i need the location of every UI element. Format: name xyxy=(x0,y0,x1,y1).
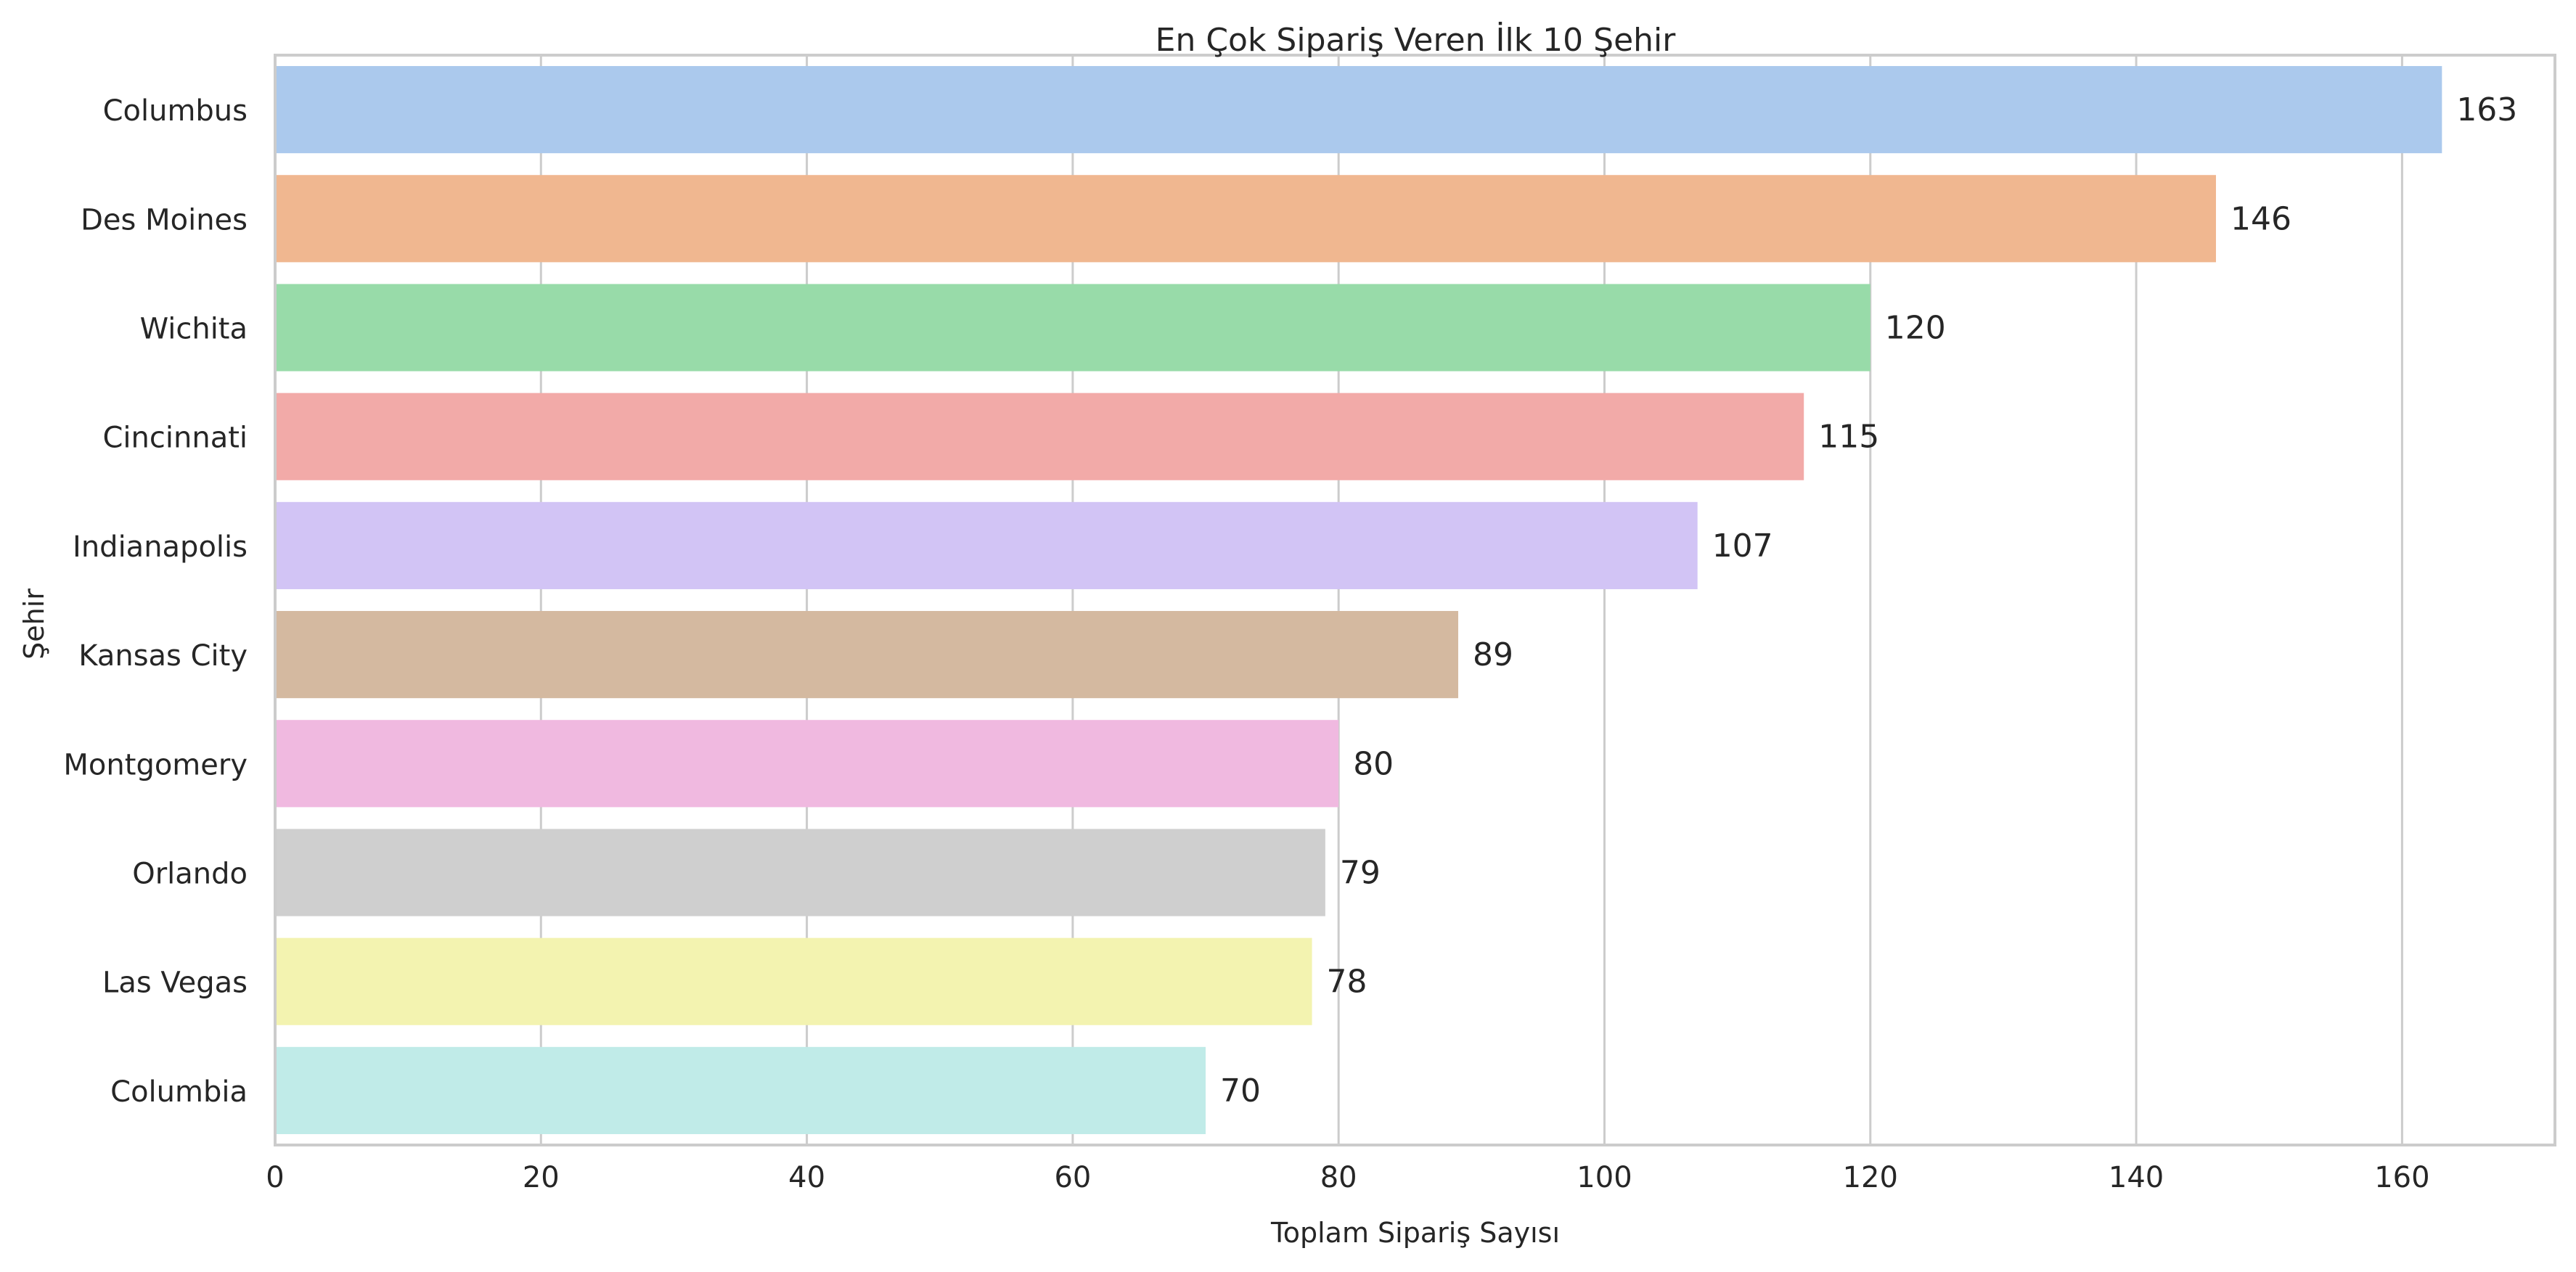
bar-des-moines xyxy=(275,175,2216,263)
y-tick-label: Columbus xyxy=(103,94,248,128)
x-tick-labels: 0 20 40 60 80 100 120 140 160 xyxy=(266,1161,2429,1194)
bar-orlando xyxy=(275,829,1325,916)
y-tick-label: Kansas City xyxy=(78,639,248,673)
data-label: 79 xyxy=(1340,855,1381,892)
bar-montgomery xyxy=(275,720,1339,808)
x-tick-label: 100 xyxy=(1577,1161,1632,1194)
y-tick-label: Orlando xyxy=(132,858,248,891)
y-tick-label: Las Vegas xyxy=(102,967,248,1000)
bar-columbia xyxy=(275,1046,1206,1134)
bar-kansas-city xyxy=(275,611,1459,699)
bar-columbus xyxy=(275,66,2442,154)
x-tick-label: 140 xyxy=(2109,1161,2164,1194)
chart-title: En Çok Sipariş Veren İlk 10 Şehir xyxy=(1156,21,1677,59)
data-label: 120 xyxy=(1885,310,1946,347)
data-labels: 163 146 120 115 107 89 80 79 78 70 xyxy=(1220,91,2517,1109)
x-tick-label: 160 xyxy=(2374,1161,2429,1194)
data-label: 146 xyxy=(2231,200,2291,237)
y-tick-label: Des Moines xyxy=(81,203,248,237)
y-tick-label: Cincinnati xyxy=(102,422,248,455)
bar-wichita xyxy=(275,284,1870,372)
data-label: 70 xyxy=(1220,1072,1261,1109)
data-label: 115 xyxy=(1818,419,1879,456)
bars xyxy=(275,66,2442,1134)
bar-las-vegas xyxy=(275,937,1312,1025)
y-tick-label: Columbia xyxy=(110,1075,248,1109)
data-label: 163 xyxy=(2456,91,2517,128)
bar-indianapolis xyxy=(275,501,1698,589)
x-tick-label: 60 xyxy=(1054,1161,1091,1194)
data-label: 107 xyxy=(1712,528,1773,565)
x-tick-label: 40 xyxy=(788,1161,825,1194)
x-tick-label: 80 xyxy=(1320,1161,1357,1194)
y-tick-label: Montgomery xyxy=(63,748,248,781)
plot-frame xyxy=(274,54,2556,1146)
x-tick-label: 120 xyxy=(1843,1161,1898,1194)
x-axis-label: Toplam Sipariş Sayısı xyxy=(1270,1217,1560,1249)
data-label: 78 xyxy=(1327,964,1367,1001)
y-axis-label: Şehir xyxy=(18,588,50,660)
data-label: 89 xyxy=(1473,636,1513,673)
x-tick-label: 20 xyxy=(523,1161,560,1194)
y-tick-label: Wichita xyxy=(140,313,248,346)
y-tick-label: Indianapolis xyxy=(73,530,248,564)
bar-cincinnati xyxy=(275,393,1804,480)
data-label: 80 xyxy=(1353,745,1394,782)
x-tick-label: 0 xyxy=(266,1161,284,1194)
y-tick-labels: Columbus Des Moines Wichita Cincinnati India… xyxy=(63,94,248,1109)
